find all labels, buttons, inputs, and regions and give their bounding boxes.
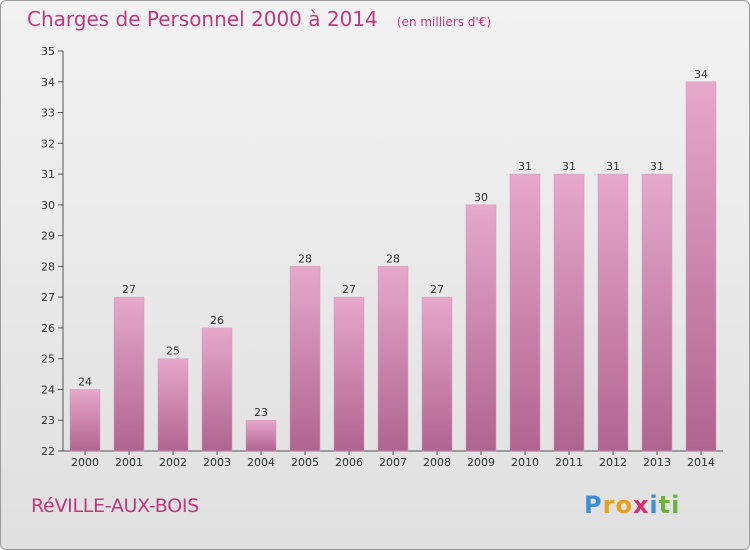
bar-2006 [333, 296, 365, 452]
bar-2007 [377, 266, 409, 452]
y-tick-label: 34 [41, 76, 55, 89]
bar-2003 [201, 327, 233, 452]
bar-2001 [113, 296, 145, 452]
y-tick-label: 29 [41, 230, 55, 243]
value-label: 23 [254, 406, 268, 419]
value-label: 28 [298, 252, 312, 265]
value-label: 26 [210, 314, 224, 327]
y-tick-label: 30 [41, 199, 55, 212]
x-tick-label: 2003 [203, 456, 231, 469]
value-label: 31 [606, 160, 620, 173]
x-tick-label: 2001 [115, 456, 143, 469]
x-tick-label: 2005 [291, 456, 319, 469]
x-tick-label: 2013 [643, 456, 671, 469]
value-label: 31 [518, 160, 532, 173]
chart-subtitle: (en milliers d'€) [396, 15, 491, 29]
bar-2011 [553, 173, 585, 452]
logo-letter: t [658, 491, 672, 519]
value-label: 24 [78, 375, 92, 388]
chart-title-block: Charges de Personnel 2000 à 2014 (en mil… [27, 7, 491, 31]
y-tick-label: 27 [41, 291, 55, 304]
y-tick-label: 32 [41, 137, 55, 150]
y-tick-label: 33 [41, 107, 55, 120]
value-label: 27 [342, 283, 356, 296]
bar-2009 [465, 204, 497, 452]
y-tick-label: 28 [41, 260, 55, 273]
bar-2000 [69, 389, 101, 452]
chart-title: Charges de Personnel 2000 à 2014 [27, 7, 378, 31]
value-label: 27 [430, 283, 444, 296]
x-tick-label: 2008 [423, 456, 451, 469]
proxiti-logo: Proxiti [584, 491, 680, 519]
x-tick-label: 2010 [511, 456, 539, 469]
y-tick-label: 24 [41, 383, 55, 396]
x-tick-label: 2006 [335, 456, 363, 469]
y-tick-label: 22 [41, 445, 55, 458]
bar-2008 [421, 296, 453, 452]
x-tick-label: 2000 [71, 456, 99, 469]
logo-letter: r [602, 491, 616, 519]
y-tick-label: 23 [41, 414, 55, 427]
x-tick-label: 2009 [467, 456, 495, 469]
value-label: 28 [386, 252, 400, 265]
value-label: 34 [694, 68, 708, 81]
x-tick-label: 2014 [687, 456, 715, 469]
bar-2002 [157, 358, 189, 452]
bar-2004 [245, 419, 277, 452]
y-tick-label: 31 [41, 168, 55, 181]
x-tick-label: 2011 [555, 456, 583, 469]
logo-letter: x [632, 491, 650, 519]
logo-letter: i [649, 491, 659, 519]
y-tick-label: 25 [41, 353, 55, 366]
bar-2014 [685, 81, 717, 452]
y-tick-label: 35 [41, 45, 55, 58]
x-tick-label: 2007 [379, 456, 407, 469]
commune-name: RéVILLE-AUX-BOIS [31, 495, 199, 517]
logo-letter: i [671, 491, 681, 519]
value-label: 30 [474, 191, 488, 204]
bar-2012 [597, 173, 629, 452]
bar-2013 [641, 173, 673, 452]
logo-letter: P [584, 491, 603, 519]
y-tick-label: 26 [41, 322, 55, 335]
logo-letter: o [615, 491, 633, 519]
value-label: 27 [122, 283, 136, 296]
bar-2005 [289, 266, 321, 452]
bar-2010 [509, 173, 541, 452]
value-label: 31 [562, 160, 576, 173]
x-tick-label: 2002 [159, 456, 187, 469]
value-label: 31 [650, 160, 664, 173]
x-tick-label: 2012 [599, 456, 627, 469]
value-label: 25 [166, 345, 180, 358]
x-tick-label: 2004 [247, 456, 275, 469]
